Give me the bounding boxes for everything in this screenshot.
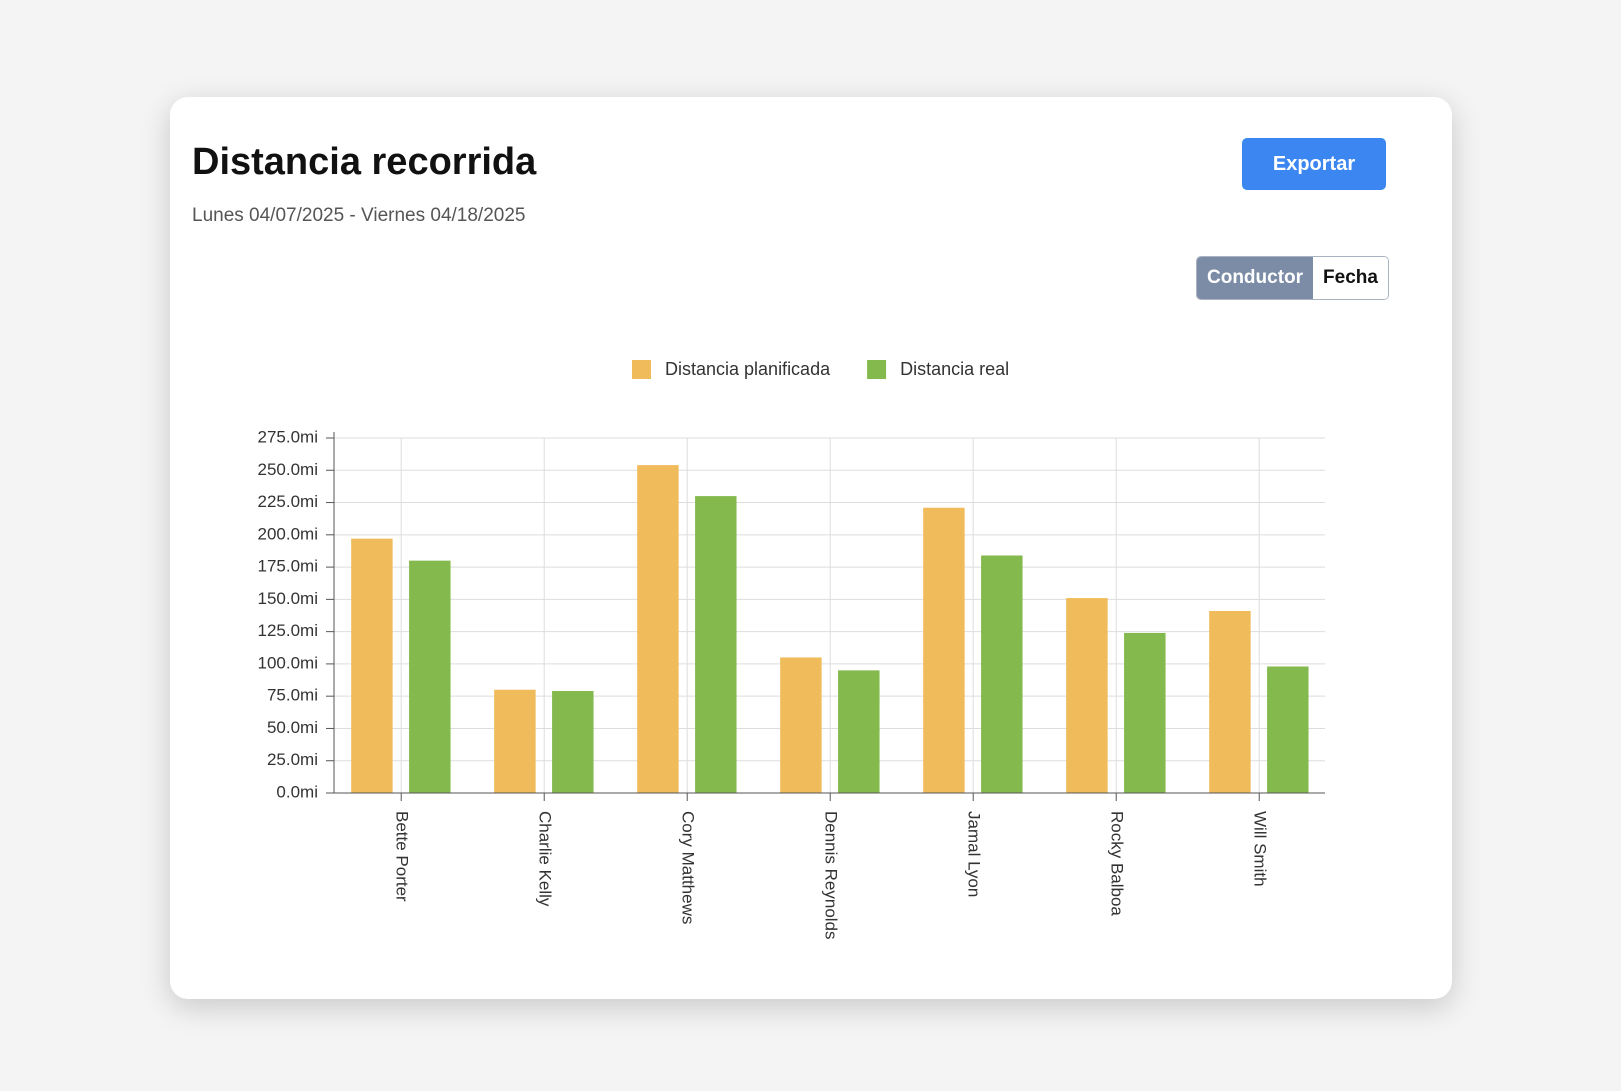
legend-label: Distancia planificada <box>665 359 831 379</box>
x-tick-label: Jamal Lyon <box>965 811 984 897</box>
y-tick-label: 25.0mi <box>267 750 318 769</box>
y-tick-label: 75.0mi <box>267 686 318 705</box>
bar <box>1267 666 1309 793</box>
toggle-option[interactable]: Conductor <box>1197 257 1314 299</box>
y-tick-label: 200.0mi <box>258 524 318 543</box>
y-tick-label: 50.0mi <box>267 718 318 737</box>
y-tick-label: 175.0mi <box>258 557 318 576</box>
x-tick-label: Rocky Balboa <box>1108 811 1127 916</box>
bar <box>838 670 880 793</box>
bar <box>494 689 536 793</box>
legend-swatch <box>632 360 651 379</box>
y-tick-label: 250.0mi <box>258 460 318 479</box>
toggle-option[interactable]: Fecha <box>1313 257 1388 299</box>
x-tick-label: Dennis Reynolds <box>822 811 841 940</box>
bar <box>1066 598 1108 793</box>
bar <box>552 691 594 793</box>
x-tick-label: Bette Porter <box>393 811 412 902</box>
bar <box>923 507 965 793</box>
y-tick-label: 275.0mi <box>258 427 318 446</box>
bar <box>695 496 737 793</box>
bar <box>1124 632 1166 793</box>
bar <box>351 538 393 793</box>
y-tick-label: 100.0mi <box>258 653 318 672</box>
title: Distancia recorrida <box>192 141 537 183</box>
x-tick-label: Cory Matthews <box>679 811 698 924</box>
bar <box>637 465 679 793</box>
legend-label: Distancia real <box>900 359 1009 379</box>
x-tick-label: Charlie Kelly <box>536 811 555 907</box>
y-tick-label: 150.0mi <box>258 589 318 608</box>
y-tick-label: 0.0mi <box>276 782 318 801</box>
bar <box>1209 610 1251 793</box>
y-tick-label: 125.0mi <box>258 621 318 640</box>
x-tick-label: Will Smith <box>1251 811 1270 887</box>
bar <box>780 657 822 793</box>
y-tick-label: 225.0mi <box>258 492 318 511</box>
legend-swatch <box>867 360 887 379</box>
bar <box>981 555 1023 793</box>
subtitle: Lunes 04/07/2025 - Viernes 04/18/2025 <box>192 205 526 226</box>
bar <box>409 560 451 793</box>
export-button[interactable]: Exportar <box>1242 138 1386 190</box>
view-toggle: Conductor Fecha <box>1196 256 1389 300</box>
